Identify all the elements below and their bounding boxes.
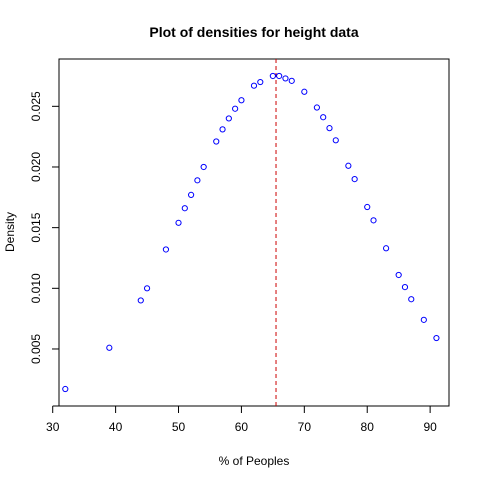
- data-point: [420, 316, 427, 323]
- x-tick-label: 30: [46, 420, 60, 434]
- data-point: [137, 297, 144, 304]
- data-point: [276, 72, 283, 80]
- chart-title: Plot of densities for height data: [149, 24, 358, 40]
- data-point: [62, 385, 69, 393]
- data-point: [301, 88, 308, 95]
- data-point: [238, 97, 245, 104]
- data-point: [288, 77, 295, 84]
- data-point: [219, 126, 226, 133]
- data-point: [408, 296, 415, 303]
- y-axis: 0.005 0.010 0.015 0.020 0.025: [29, 91, 60, 364]
- y-axis-label: Density: [3, 212, 17, 252]
- data-point: [395, 271, 402, 279]
- x-axis: 30 40 50 60 70 80 90: [46, 405, 437, 434]
- y-tick-label: 0.010: [29, 273, 43, 303]
- data-point: [143, 285, 151, 292]
- data-point: [181, 205, 188, 212]
- x-tick-label: 60: [235, 420, 249, 434]
- data-point: [225, 115, 232, 122]
- data-point: [370, 217, 377, 224]
- x-axis-label: % of Peoples: [219, 454, 290, 468]
- data-point: [187, 191, 195, 198]
- data-point: [200, 163, 207, 171]
- data-point: [332, 137, 339, 144]
- x-tick-label: 70: [298, 420, 312, 434]
- y-tick-label: 0.005: [29, 334, 43, 364]
- data-point: [282, 75, 289, 82]
- x-tick-label: 80: [361, 420, 375, 434]
- data-point: [320, 114, 327, 121]
- data-point: [345, 162, 352, 169]
- data-point: [401, 283, 409, 291]
- y-tick-label: 0.025: [29, 91, 43, 121]
- points-layer: [62, 72, 440, 393]
- x-tick-label: 90: [423, 420, 437, 434]
- x-tick-label: 50: [172, 420, 186, 434]
- data-point: [433, 334, 440, 342]
- data-point: [213, 138, 220, 145]
- data-point: [269, 72, 276, 80]
- data-point: [250, 82, 258, 89]
- x-tick-label: 40: [109, 420, 123, 434]
- y-tick-label: 0.020: [29, 152, 43, 182]
- data-point: [162, 246, 170, 253]
- data-point: [326, 125, 333, 132]
- data-point: [175, 219, 182, 226]
- data-point: [232, 105, 239, 112]
- data-point: [194, 177, 201, 184]
- data-point: [382, 245, 390, 252]
- data-point: [257, 78, 264, 86]
- data-point: [106, 344, 113, 351]
- data-point: [364, 203, 371, 211]
- y-tick-label: 0.015: [29, 212, 43, 242]
- data-point: [351, 176, 358, 183]
- data-point: [313, 104, 321, 111]
